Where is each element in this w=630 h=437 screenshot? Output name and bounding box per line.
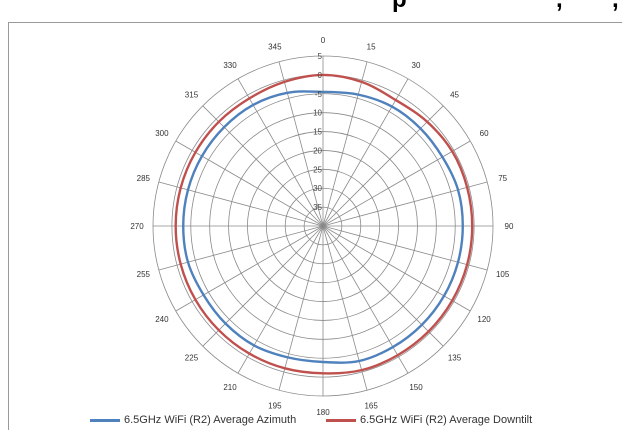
angle-tick-label: 240 xyxy=(155,315,169,324)
grid-spoke xyxy=(237,78,324,227)
angular-grid xyxy=(153,56,493,396)
angle-tick-labels: 0153045607590105120135150165180195210225… xyxy=(130,36,514,417)
legend-label-azimuth: 6.5GHz WiFi (R2) Average Azimuth xyxy=(124,414,297,426)
radial-tick-label: 10 xyxy=(313,109,322,118)
cropped-text-fragment: , xyxy=(556,0,563,14)
grid-spoke xyxy=(322,181,488,227)
grid-spoke xyxy=(158,181,324,227)
top-cropped-text: p , , xyxy=(0,0,630,22)
grid-spoke xyxy=(322,225,368,391)
series-line-0 xyxy=(182,90,464,364)
angle-tick-label: 30 xyxy=(412,61,421,70)
angle-tick-label: 120 xyxy=(477,315,491,324)
angle-tick-label: 300 xyxy=(155,129,169,138)
grid-spoke xyxy=(322,225,471,312)
series-layer xyxy=(174,73,474,375)
series-line-1 xyxy=(174,73,474,375)
legend-item-downtilt: 6.5GHz WiFi (R2) Average Downtilt xyxy=(326,414,532,426)
legend-swatch-downtilt xyxy=(326,418,356,422)
angle-tick-label: 315 xyxy=(185,90,199,99)
legend-item-azimuth: 6.5GHz WiFi (R2) Average Azimuth xyxy=(90,414,296,426)
radial-tick-label: 30 xyxy=(313,184,322,193)
grid-spoke xyxy=(278,225,324,391)
grid-spoke xyxy=(202,105,324,227)
angle-tick-label: 105 xyxy=(496,270,510,279)
legend: 6.5GHz WiFi (R2) Average Azimuth 6.5GHz … xyxy=(0,414,630,432)
angle-tick-label: 15 xyxy=(367,42,376,51)
grid-spoke xyxy=(322,225,444,347)
angle-tick-label: 45 xyxy=(450,90,459,99)
angle-tick-label: 0 xyxy=(321,36,326,45)
radial-tick-labels: 5 0 -5 10 15 20 25 30 35 xyxy=(313,52,322,212)
angle-tick-label: 150 xyxy=(409,383,423,392)
grid-spoke xyxy=(237,225,324,374)
grid-spoke xyxy=(158,225,324,271)
grid-spoke xyxy=(322,140,471,227)
angle-tick-label: 270 xyxy=(130,222,144,231)
angle-tick-label: 195 xyxy=(268,402,282,411)
angle-tick-label: 90 xyxy=(505,222,514,231)
radial-tick-label: -5 xyxy=(315,90,323,99)
grid-spoke xyxy=(322,78,409,227)
angle-tick-label: 210 xyxy=(223,383,237,392)
cropped-text-fragment: , xyxy=(612,0,619,14)
grid-spoke xyxy=(175,225,324,312)
grid-spoke xyxy=(202,225,324,347)
angle-tick-label: 225 xyxy=(185,354,199,363)
legend-swatch-azimuth xyxy=(90,418,120,422)
angle-tick-label: 135 xyxy=(448,354,462,363)
angle-tick-label: 75 xyxy=(498,174,507,183)
grid-spoke xyxy=(322,225,409,374)
angle-tick-label: 180 xyxy=(316,408,330,417)
radial-tick-label: 5 xyxy=(318,52,323,61)
angle-tick-label: 285 xyxy=(137,174,151,183)
grid-spoke xyxy=(278,61,324,227)
grid-spoke xyxy=(175,140,324,227)
radial-tick-label: 15 xyxy=(313,128,322,137)
radial-tick-label: 35 xyxy=(313,203,322,212)
angle-tick-label: 330 xyxy=(223,61,237,70)
cropped-text-fragment: p xyxy=(392,0,407,14)
grid-spoke xyxy=(322,61,368,227)
legend-label-downtilt: 6.5GHz WiFi (R2) Average Downtilt xyxy=(360,414,533,426)
radial-tick-label: 0 xyxy=(318,71,323,80)
angle-tick-label: 60 xyxy=(480,129,489,138)
radial-tick-label: 20 xyxy=(313,146,322,155)
chart-frame xyxy=(8,22,622,430)
radial-tick-label: 25 xyxy=(313,165,322,174)
angle-tick-label: 165 xyxy=(364,402,378,411)
grid-spoke xyxy=(322,225,488,271)
angle-tick-label: 345 xyxy=(268,42,282,51)
grid-spoke xyxy=(322,105,444,227)
angle-tick-label: 255 xyxy=(137,270,151,279)
